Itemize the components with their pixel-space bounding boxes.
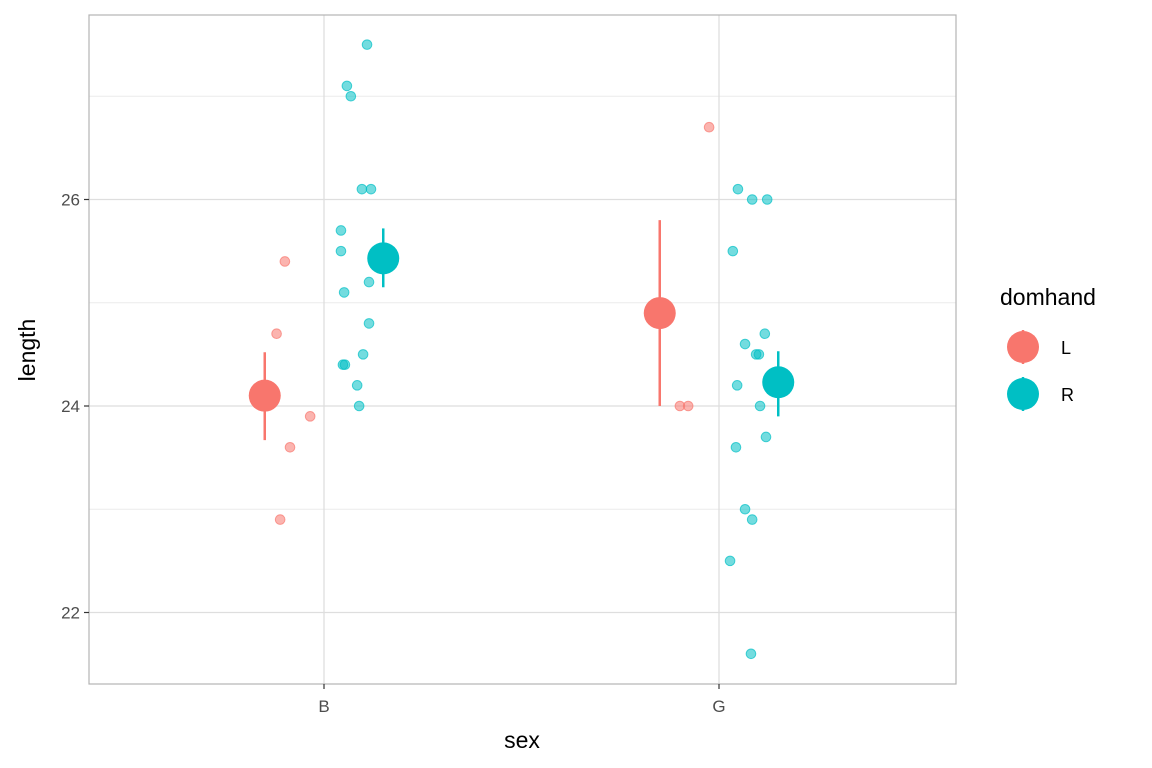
grid [89,15,956,684]
data-point-L [279,256,291,267]
data-point-R [739,338,751,350]
data-point-R [351,380,363,391]
legend: domhand L R [1000,284,1096,411]
data-point-R [727,245,739,257]
legend-label: R [1061,385,1074,405]
axes: 22 24 26 B G [61,191,726,717]
data-point-R [731,380,743,391]
y-tick-label: 22 [61,604,80,623]
data-point-R [732,183,744,195]
data-point-R [339,359,351,371]
y-axis-title: length [14,319,40,382]
x-tick-label: B [318,697,329,716]
legend-title: domhand [1000,284,1096,310]
data-point-R [338,287,350,298]
data-point-R [746,194,758,205]
panel-border [88,14,957,685]
data-point-R [335,245,347,257]
data-point-R [753,349,765,360]
legend-key-L [1007,331,1039,363]
marks [248,39,795,660]
data-point-L [304,411,316,422]
data-point-R [724,555,736,567]
mean-point-R [367,242,400,275]
legend-label: L [1061,338,1071,358]
data-point-R [356,183,368,195]
data-point-R [745,648,757,660]
data-point-R [363,318,375,329]
data-point-L [703,121,715,133]
data-point-R [760,431,772,443]
data-point-R [761,194,773,205]
mean-point-L [248,379,281,412]
data-point-R [353,400,365,412]
mean-point-L [643,297,676,330]
data-point-R [357,349,369,360]
y-tick-label: 26 [61,191,80,210]
data-point-L [284,442,296,453]
x-tick-label: G [712,697,725,716]
data-point-L [682,400,694,412]
legend-key-R [1007,378,1039,410]
data-point-L [274,514,286,525]
data-point-R [754,400,766,412]
data-point-R [759,328,771,340]
y-tick-label: 24 [61,397,80,416]
data-point-R [730,442,742,453]
mean-point-R [762,366,795,399]
data-point-R [363,276,375,288]
data-point-R [341,80,353,92]
data-point-R [739,503,751,515]
x-axis-title: sex [504,727,540,753]
data-point-R [335,225,347,236]
data-point-R [345,90,357,102]
data-point-R [361,39,373,50]
data-point-R [365,183,377,195]
data-point-R [746,514,758,525]
data-point-L [271,328,282,340]
